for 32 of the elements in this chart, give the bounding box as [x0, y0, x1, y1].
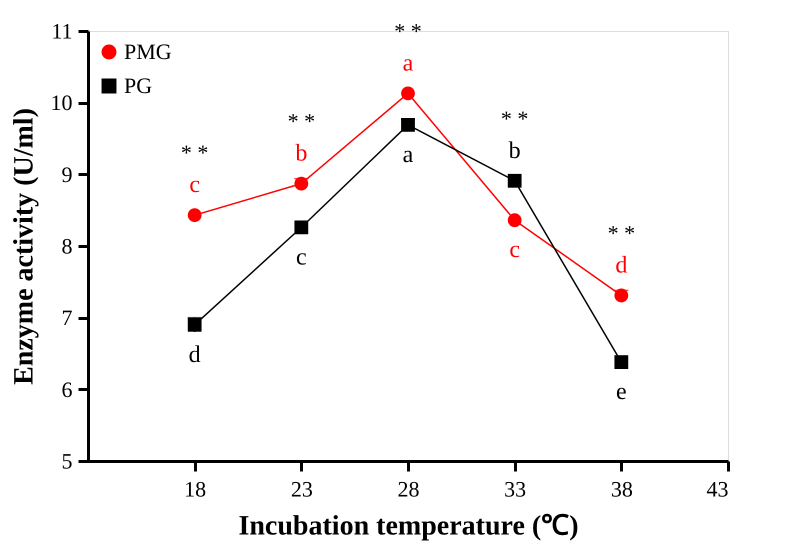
x-tick-label: 18 — [184, 476, 206, 502]
data-label: a — [402, 50, 414, 76]
annotation: * * — [394, 18, 422, 44]
y-tick-label: 11 — [51, 18, 72, 44]
data-label: a — [402, 142, 414, 168]
y-tick-label: 8 — [62, 234, 72, 258]
y-tick-label: 9 — [62, 162, 72, 187]
annotation: * * — [500, 106, 528, 131]
x-tick-label: 23 — [290, 476, 313, 502]
data-label: c — [189, 172, 200, 198]
annotation: * * — [180, 140, 208, 166]
y-tick-label: 10 — [50, 90, 72, 116]
x-axis-title: Incubation temperature (℃) — [238, 510, 579, 542]
x-tick-label: 38 — [610, 476, 633, 502]
y-tick-label: 7 — [62, 305, 72, 330]
y-tick-label: 5 — [62, 448, 72, 474]
y-tick-label: 6 — [62, 376, 72, 402]
legend-label: PMG — [124, 39, 172, 64]
annotation: * * — [288, 108, 316, 134]
x-tick-label: 28 — [398, 476, 420, 502]
x-tick-label: 43 — [706, 476, 728, 502]
x-tick-label: 33 — [504, 476, 526, 502]
data-label: d — [615, 252, 628, 278]
legend-label: PG — [124, 73, 152, 98]
data-label: d — [188, 342, 201, 368]
annotation: * * — [608, 220, 636, 246]
data-label: e — [616, 379, 627, 406]
y-axis-title: Enzyme activity (U/ml) — [8, 108, 40, 385]
data-label: b — [508, 138, 521, 164]
data-label: c — [296, 244, 307, 270]
data-label: c — [509, 237, 520, 264]
data-label: b — [295, 140, 308, 167]
